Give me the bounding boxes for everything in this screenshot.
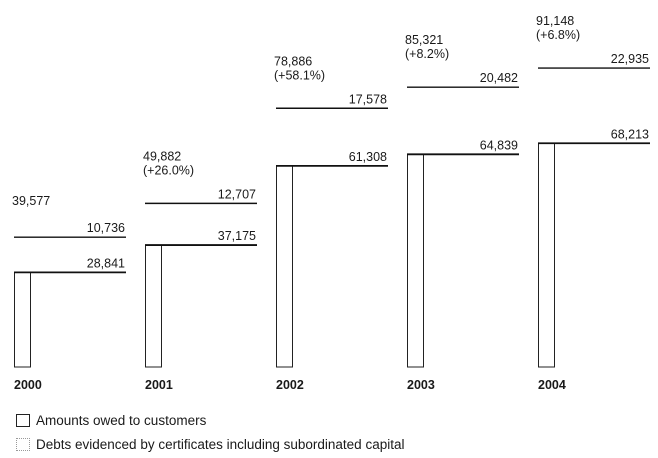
bar-amounts-owed-2002 [276,165,293,368]
label-amounts-owed-2002: 61,308 [349,150,387,164]
legend-label-debts-certificates: Debts evidenced by certificates includin… [36,437,405,452]
chart: 28,841 10,736 39,577 2000 37,175 12,707 49,882… [12,14,650,392]
label-change-2001: (+26.0%) [143,163,194,177]
label-debts-certificates-2004: 22,935 [611,52,649,66]
tick-label-2001: 2001 [145,378,173,392]
label-total-2001: 49,882 [143,149,181,163]
bar-amounts-owed-2004 [538,142,555,368]
tick-label-2004: 2004 [538,378,566,392]
label-debts-certificates-2001: 12,707 [218,187,256,201]
label-amounts-owed-2003: 64,839 [480,138,518,152]
label-change-2002: (+58.1%) [274,68,325,82]
legend-swatch-debts-certificates [16,438,30,451]
legend-swatch-amounts-owed [16,414,30,427]
label-debts-certificates-2000: 10,736 [87,221,125,235]
label-amounts-owed-2004: 68,213 [611,127,649,141]
label-total-2003: 85,321 [405,33,443,47]
label-total-2000: 39,577 [12,194,50,208]
label-debts-certificates-2002: 17,578 [349,92,387,106]
bar-amounts-owed-2001 [145,244,162,368]
label-change-2004: (+6.8%) [536,28,580,42]
bar-amounts-owed-2000 [14,271,31,368]
label-change-2003: (+8.2%) [405,47,449,61]
tick-label-2000: 2000 [14,378,42,392]
label-total-2002: 78,886 [274,54,312,68]
label-amounts-owed-2000: 28,841 [87,256,125,270]
label-total-2004: 91,148 [536,14,574,28]
legend-item-debts-certificates: Debts evidenced by certificates includin… [16,437,404,452]
label-amounts-owed-2001: 37,175 [218,229,256,243]
tick-label-2002: 2002 [276,378,304,392]
label-debts-certificates-2003: 20,482 [480,71,518,85]
legend-item-amounts-owed: Amounts owed to customers [16,413,206,428]
bar-amounts-owed-2003 [407,153,424,368]
tick-label-2003: 2003 [407,378,435,392]
legend-label-amounts-owed: Amounts owed to customers [36,413,207,428]
